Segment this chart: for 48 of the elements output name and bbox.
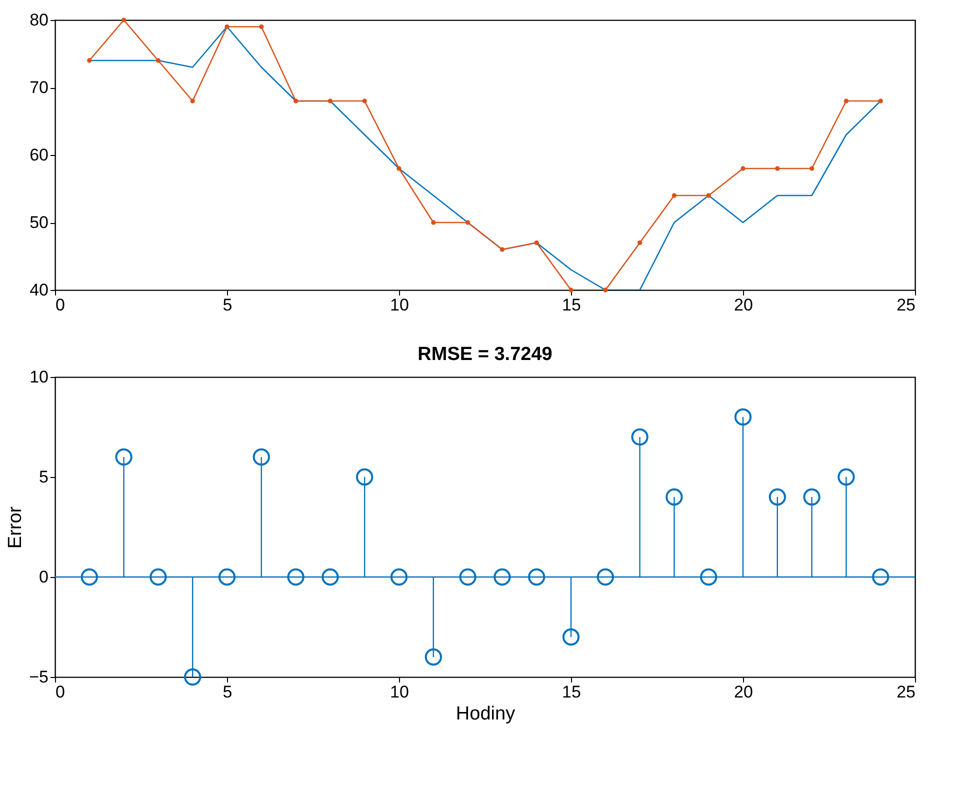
x-tick-label: 25 [896, 682, 916, 702]
y-tick-label: 70 [30, 78, 48, 97]
point [494, 568, 511, 586]
x-tick-label: 10 [390, 682, 409, 702]
x-tick-label: 25 [896, 296, 916, 314]
point [80, 568, 98, 586]
point [734, 408, 752, 426]
point [356, 468, 374, 486]
chart-title: RMSE = 3.7249 [418, 344, 552, 365]
y-tick-label: 40 [30, 280, 48, 300]
x-tick-label: 5 [222, 682, 232, 702]
point [424, 648, 442, 666]
x-axis-title: Hodiny [456, 704, 516, 724]
x-tick-label: 20 [734, 296, 753, 314]
point [838, 468, 855, 486]
x-tick-label: 0 [56, 682, 65, 702]
point [390, 568, 408, 586]
point [287, 568, 304, 586]
point [700, 568, 718, 586]
y-tick-label: 0 [39, 568, 48, 586]
point [252, 448, 270, 466]
point [528, 568, 546, 586]
point [666, 488, 683, 506]
y-tick-label: 5 [39, 468, 48, 486]
point [184, 668, 202, 686]
point [768, 488, 786, 506]
point [150, 568, 167, 586]
x-tick-label: 15 [562, 682, 581, 702]
y-tick-label: 50 [30, 213, 48, 232]
x-tick-label: 0 [56, 296, 65, 314]
x-tick-label: 10 [390, 296, 409, 314]
point [631, 428, 648, 446]
y-tick-label: −5 [29, 668, 48, 686]
point [803, 488, 820, 506]
point [322, 568, 339, 586]
point [562, 628, 580, 646]
point [596, 568, 614, 586]
point [872, 568, 890, 586]
y-tick-label: 60 [30, 146, 48, 164]
y-tick-label: 10 [30, 368, 48, 386]
x-tick-label: 15 [562, 296, 581, 314]
y-tick-label: 80 [30, 10, 48, 30]
point [459, 568, 476, 586]
point [218, 568, 236, 586]
x-tick-label: 5 [222, 296, 232, 314]
point [115, 448, 132, 466]
x-tick-label: 20 [734, 682, 753, 702]
y-axis-title: Error [5, 506, 26, 549]
